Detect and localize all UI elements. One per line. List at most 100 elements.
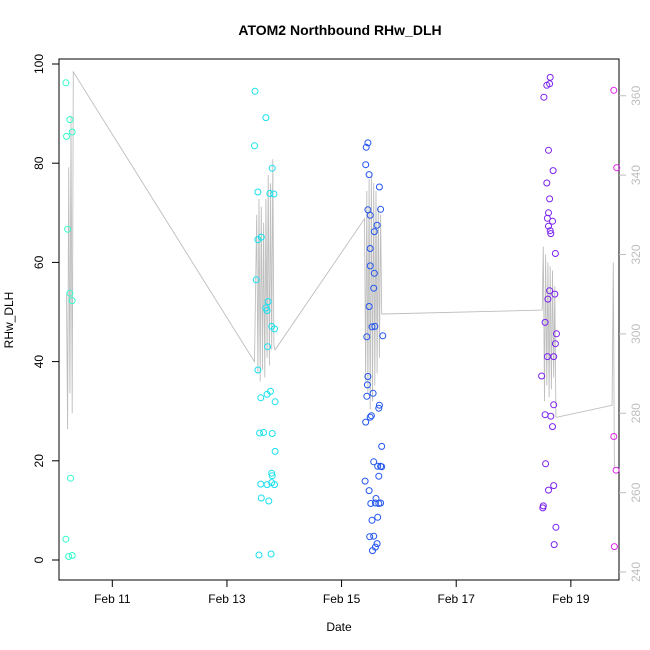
y2-tick-label: 260 [629,482,643,502]
data-point [265,497,273,505]
y-tick-label: 20 [32,454,46,468]
y2-tick-label: 320 [629,244,643,264]
y2-tick-label: 300 [629,324,643,344]
data-point [67,474,74,482]
data-point [366,245,374,252]
data-point [268,430,276,437]
data-point [271,398,279,406]
data-point [546,195,554,203]
data-point [264,298,272,306]
data-point [613,164,621,172]
data-point [545,486,552,494]
y-tick-label: 0 [32,556,46,563]
data-point [379,332,387,340]
data-point [363,333,371,341]
data-point [68,297,76,305]
data-point [546,227,554,235]
data-point [539,502,547,510]
data-point [362,418,370,426]
x-tick-label: Feb 19 [552,592,590,606]
data-point [375,183,383,191]
data-point [366,211,374,219]
data-point [371,499,379,507]
data-point [377,205,385,213]
data-point [271,481,278,489]
data-point [370,458,378,466]
data-point [66,289,74,297]
data-point [544,295,552,303]
data-point [547,230,555,238]
data-point [366,413,374,421]
data-point [263,481,271,489]
data-point [612,466,620,474]
data-point [68,128,76,136]
y2-tick-label: 360 [629,85,643,105]
data-point [377,462,385,470]
data-point [260,429,268,436]
data-point [610,543,618,551]
x-tick-label: Feb 11 [94,592,131,606]
data-point [549,423,556,431]
data-point [365,171,373,179]
data-point [364,373,372,380]
x-tick-label: Feb 13 [208,592,246,606]
data-point [370,532,378,540]
data-point [371,322,379,330]
data-point [63,132,70,140]
data-point [369,389,377,397]
data-point [62,535,70,543]
data-point [62,79,70,87]
data-point [68,552,76,559]
data-point [255,551,263,559]
x-tick-label: Feb 17 [438,592,476,606]
data-point [549,217,556,225]
data-point [542,460,550,468]
data-point [610,433,618,440]
y2-tick-label: 240 [629,562,643,582]
data-point [373,540,381,548]
y-tick-label: 60 [32,255,46,269]
y-tick-label: 80 [32,156,46,170]
chart-title: ATOM2 Northbound RHw_DLH [238,22,441,38]
data-point [543,81,551,89]
data-point [546,73,554,81]
data-point [361,477,369,485]
data-point [252,276,260,284]
data-point [543,214,551,222]
data-point [550,353,558,361]
data-point [375,500,383,507]
data-point [550,541,558,549]
data-point [370,269,378,277]
data-point [254,188,262,196]
data-point [551,250,559,257]
data-point [553,330,560,338]
data-point [257,494,265,502]
data-point [64,225,72,233]
data-point [254,236,262,244]
data-point [271,447,279,455]
data-point [262,114,270,122]
data-point [545,146,552,154]
y-tick-label: 100 [32,54,46,74]
data-point [610,86,618,94]
data-point [268,472,276,480]
data-point [257,480,265,488]
y-tick-label: 40 [32,355,46,369]
axes: Feb 11 Feb 13 Feb 15 Feb 17 Feb 19 0 20 40 60 80 1… [32,54,643,606]
data-point [369,547,376,555]
data-point [540,93,548,101]
data-point [271,325,278,333]
data-point [538,372,546,380]
data-point [362,161,370,169]
data-point [375,404,383,412]
data-point [375,401,383,409]
data-point [66,116,74,124]
data-points [62,73,621,560]
data-point [368,516,376,524]
data-point [378,442,386,450]
data-point [370,228,378,236]
data-point [541,318,549,326]
data-point [362,143,370,151]
data-point [370,284,378,292]
